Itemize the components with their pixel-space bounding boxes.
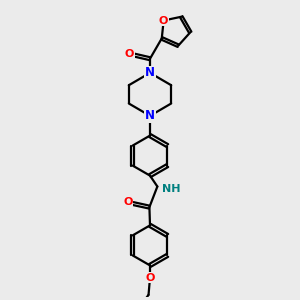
Text: N: N (145, 109, 155, 122)
Text: N: N (145, 66, 155, 80)
Text: O: O (125, 49, 134, 59)
Text: O: O (123, 197, 133, 207)
Text: O: O (145, 273, 155, 283)
Text: NH: NH (162, 184, 181, 194)
Text: O: O (159, 16, 168, 26)
